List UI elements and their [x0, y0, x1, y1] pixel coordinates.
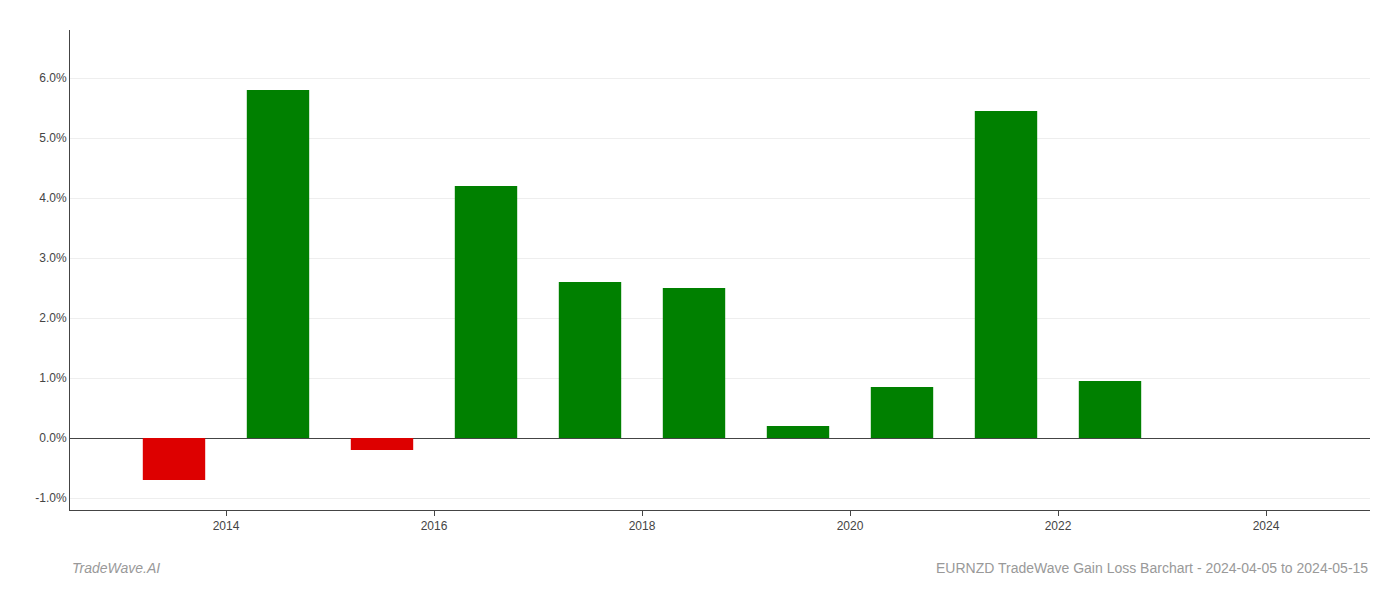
svg-text:5.0%: 5.0%: [39, 131, 67, 145]
svg-text:2018: 2018: [629, 519, 656, 533]
svg-text:2024: 2024: [1253, 519, 1280, 533]
svg-text:EURNZD TradeWave Gain Loss Bar: EURNZD TradeWave Gain Loss Barchart - 20…: [936, 560, 1368, 576]
svg-text:2.0%: 2.0%: [39, 311, 67, 325]
svg-text:0.0%: 0.0%: [39, 431, 67, 445]
svg-text:6.0%: 6.0%: [39, 71, 67, 85]
svg-text:2020: 2020: [837, 519, 864, 533]
svg-text:2016: 2016: [421, 519, 448, 533]
svg-text:1.0%: 1.0%: [39, 371, 67, 385]
svg-text:4.0%: 4.0%: [39, 191, 67, 205]
svg-text:3.0%: 3.0%: [39, 251, 67, 265]
svg-text:-1.0%: -1.0%: [35, 491, 67, 505]
svg-text:TradeWave.AI: TradeWave.AI: [72, 560, 160, 576]
svg-text:2022: 2022: [1045, 519, 1072, 533]
svg-text:2014: 2014: [213, 519, 240, 533]
